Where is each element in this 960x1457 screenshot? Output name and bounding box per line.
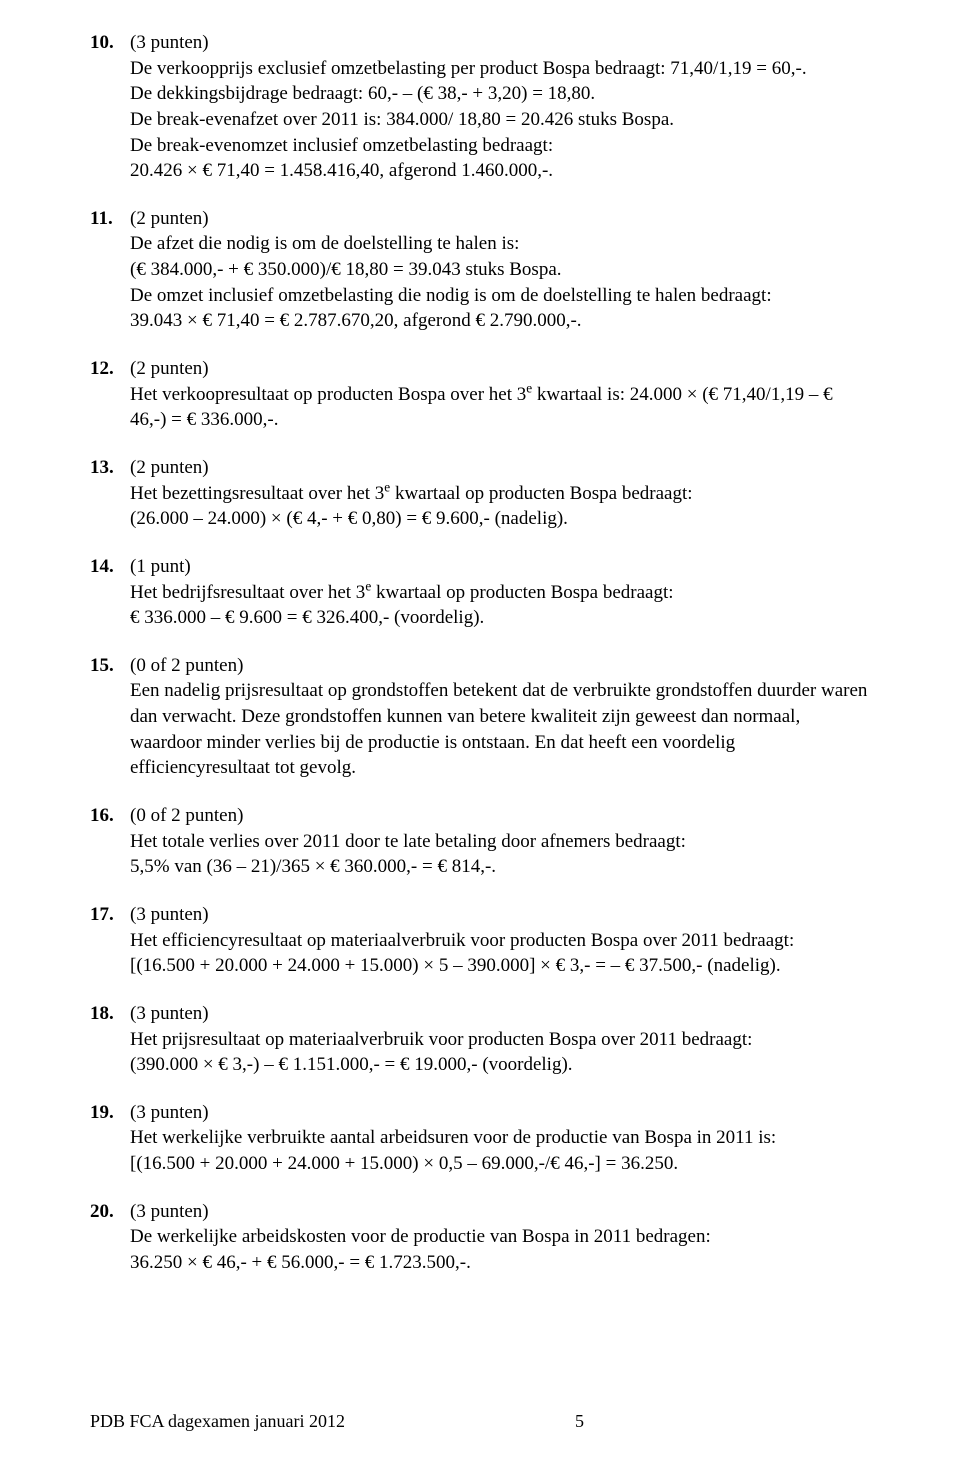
question-item: 14.(1 punt)Het bedrijfsresultaat over he… <box>90 554 870 631</box>
question-body: (2 punten)Het bezettingsresultaat over h… <box>130 455 870 532</box>
question-number: 18. <box>90 1001 130 1078</box>
question-line: 20.426 × € 71,40 = 1.458.416,40, afgeron… <box>130 158 870 184</box>
question-line: De dekkingsbijdrage bedraagt: 60,- – (€ … <box>130 81 870 107</box>
question-line: (390.000 × € 3,-) – € 1.151.000,- = € 19… <box>130 1052 870 1078</box>
question-body: (0 of 2 punten)Het totale verlies over 2… <box>130 803 870 880</box>
question-number: 14. <box>90 554 130 631</box>
question-body: (3 punten)De werkelijke arbeidskosten vo… <box>130 1199 870 1276</box>
question-body: (0 of 2 punten)Een nadelig prijsresultaa… <box>130 653 870 781</box>
question-number: 11. <box>90 206 130 334</box>
question-body: (3 punten)De verkoopprijs exclusief omze… <box>130 30 870 184</box>
question-line: De break-evenafzet over 2011 is: 384.000… <box>130 107 870 133</box>
question-line: Het bedrijfsresultaat over het 3e kwarta… <box>130 580 870 606</box>
question-body: (3 punten)Het prijsresultaat op materiaa… <box>130 1001 870 1078</box>
question-item: 17.(3 punten)Het efficiencyresultaat op … <box>90 902 870 979</box>
question-body: (2 punten)De afzet die nodig is om de do… <box>130 206 870 334</box>
question-number: 19. <box>90 1100 130 1177</box>
question-line: De werkelijke arbeidskosten voor de prod… <box>130 1224 870 1250</box>
question-points: (2 punten) <box>130 356 870 382</box>
footer-text: PDB FCA dagexamen januari 2012 <box>90 1411 345 1432</box>
question-line: (26.000 – 24.000) × (€ 4,- + € 0,80) = €… <box>130 506 870 532</box>
question-points: (3 punten) <box>130 1001 870 1027</box>
question-line: 36.250 × € 46,- + € 56.000,- = € 1.723.5… <box>130 1250 870 1276</box>
question-line: De afzet die nodig is om de doelstelling… <box>130 231 870 257</box>
question-line: [(16.500 + 20.000 + 24.000 + 15.000) × 5… <box>130 953 870 979</box>
question-line: De break-evenomzet inclusief omzetbelast… <box>130 133 870 159</box>
question-item: 19.(3 punten)Het werkelijke verbruikte a… <box>90 1100 870 1177</box>
question-item: 18.(3 punten)Het prijsresultaat op mater… <box>90 1001 870 1078</box>
question-line: € 336.000 – € 9.600 = € 326.400,- (voord… <box>130 605 870 631</box>
question-item: 15.(0 of 2 punten)Een nadelig prijsresul… <box>90 653 870 781</box>
question-line: Het prijsresultaat op materiaalverbruik … <box>130 1027 870 1053</box>
question-body: (1 punt)Het bedrijfsresultaat over het 3… <box>130 554 870 631</box>
question-number: 12. <box>90 356 130 433</box>
question-number: 13. <box>90 455 130 532</box>
question-line: (€ 384.000,- + € 350.000)/€ 18,80 = 39.0… <box>130 257 870 283</box>
question-line: Het bezettingsresultaat over het 3e kwar… <box>130 481 870 507</box>
question-number: 10. <box>90 30 130 184</box>
document-page: 10.(3 punten)De verkoopprijs exclusief o… <box>0 0 960 1457</box>
question-points: (0 of 2 punten) <box>130 803 870 829</box>
question-line: De verkoopprijs exclusief omzetbelasting… <box>130 56 870 82</box>
question-line: Het verkoopresultaat op producten Bospa … <box>130 382 870 433</box>
question-points: (3 punten) <box>130 1199 870 1225</box>
question-line: De omzet inclusief omzetbelasting die no… <box>130 283 870 309</box>
question-item: 13.(2 punten)Het bezettingsresultaat ove… <box>90 455 870 532</box>
question-line: Het efficiencyresultaat op materiaalverb… <box>130 928 870 954</box>
question-number: 16. <box>90 803 130 880</box>
question-item: 12.(2 punten)Het verkoopresultaat op pro… <box>90 356 870 433</box>
question-item: 20.(3 punten)De werkelijke arbeidskosten… <box>90 1199 870 1276</box>
page-footer: PDB FCA dagexamen januari 2012 5 <box>90 1411 870 1432</box>
question-points: (2 punten) <box>130 455 870 481</box>
items-list: 10.(3 punten)De verkoopprijs exclusief o… <box>90 30 870 1276</box>
question-line: 5,5% van (36 – 21)/365 × € 360.000,- = €… <box>130 854 870 880</box>
question-body: (3 punten)Het efficiencyresultaat op mat… <box>130 902 870 979</box>
question-body: (3 punten)Het werkelijke verbruikte aant… <box>130 1100 870 1177</box>
question-line: Een nadelig prijsresultaat op grondstoff… <box>130 678 870 781</box>
footer-page-number: 5 <box>575 1411 584 1432</box>
question-points: (3 punten) <box>130 1100 870 1126</box>
question-number: 20. <box>90 1199 130 1276</box>
question-item: 10.(3 punten)De verkoopprijs exclusief o… <box>90 30 870 184</box>
question-points: (3 punten) <box>130 902 870 928</box>
question-item: 11.(2 punten)De afzet die nodig is om de… <box>90 206 870 334</box>
question-points: (1 punt) <box>130 554 870 580</box>
question-line: Het totale verlies over 2011 door te lat… <box>130 829 870 855</box>
question-number: 17. <box>90 902 130 979</box>
question-points: (3 punten) <box>130 30 870 56</box>
question-line: 39.043 × € 71,40 = € 2.787.670,20, afger… <box>130 308 870 334</box>
question-line: Het werkelijke verbruikte aantal arbeids… <box>130 1125 870 1151</box>
question-line: [(16.500 + 20.000 + 24.000 + 15.000) × 0… <box>130 1151 870 1177</box>
question-points: (2 punten) <box>130 206 870 232</box>
question-item: 16.(0 of 2 punten)Het totale verlies ove… <box>90 803 870 880</box>
question-body: (2 punten)Het verkoopresultaat op produc… <box>130 356 870 433</box>
question-number: 15. <box>90 653 130 781</box>
question-points: (0 of 2 punten) <box>130 653 870 679</box>
